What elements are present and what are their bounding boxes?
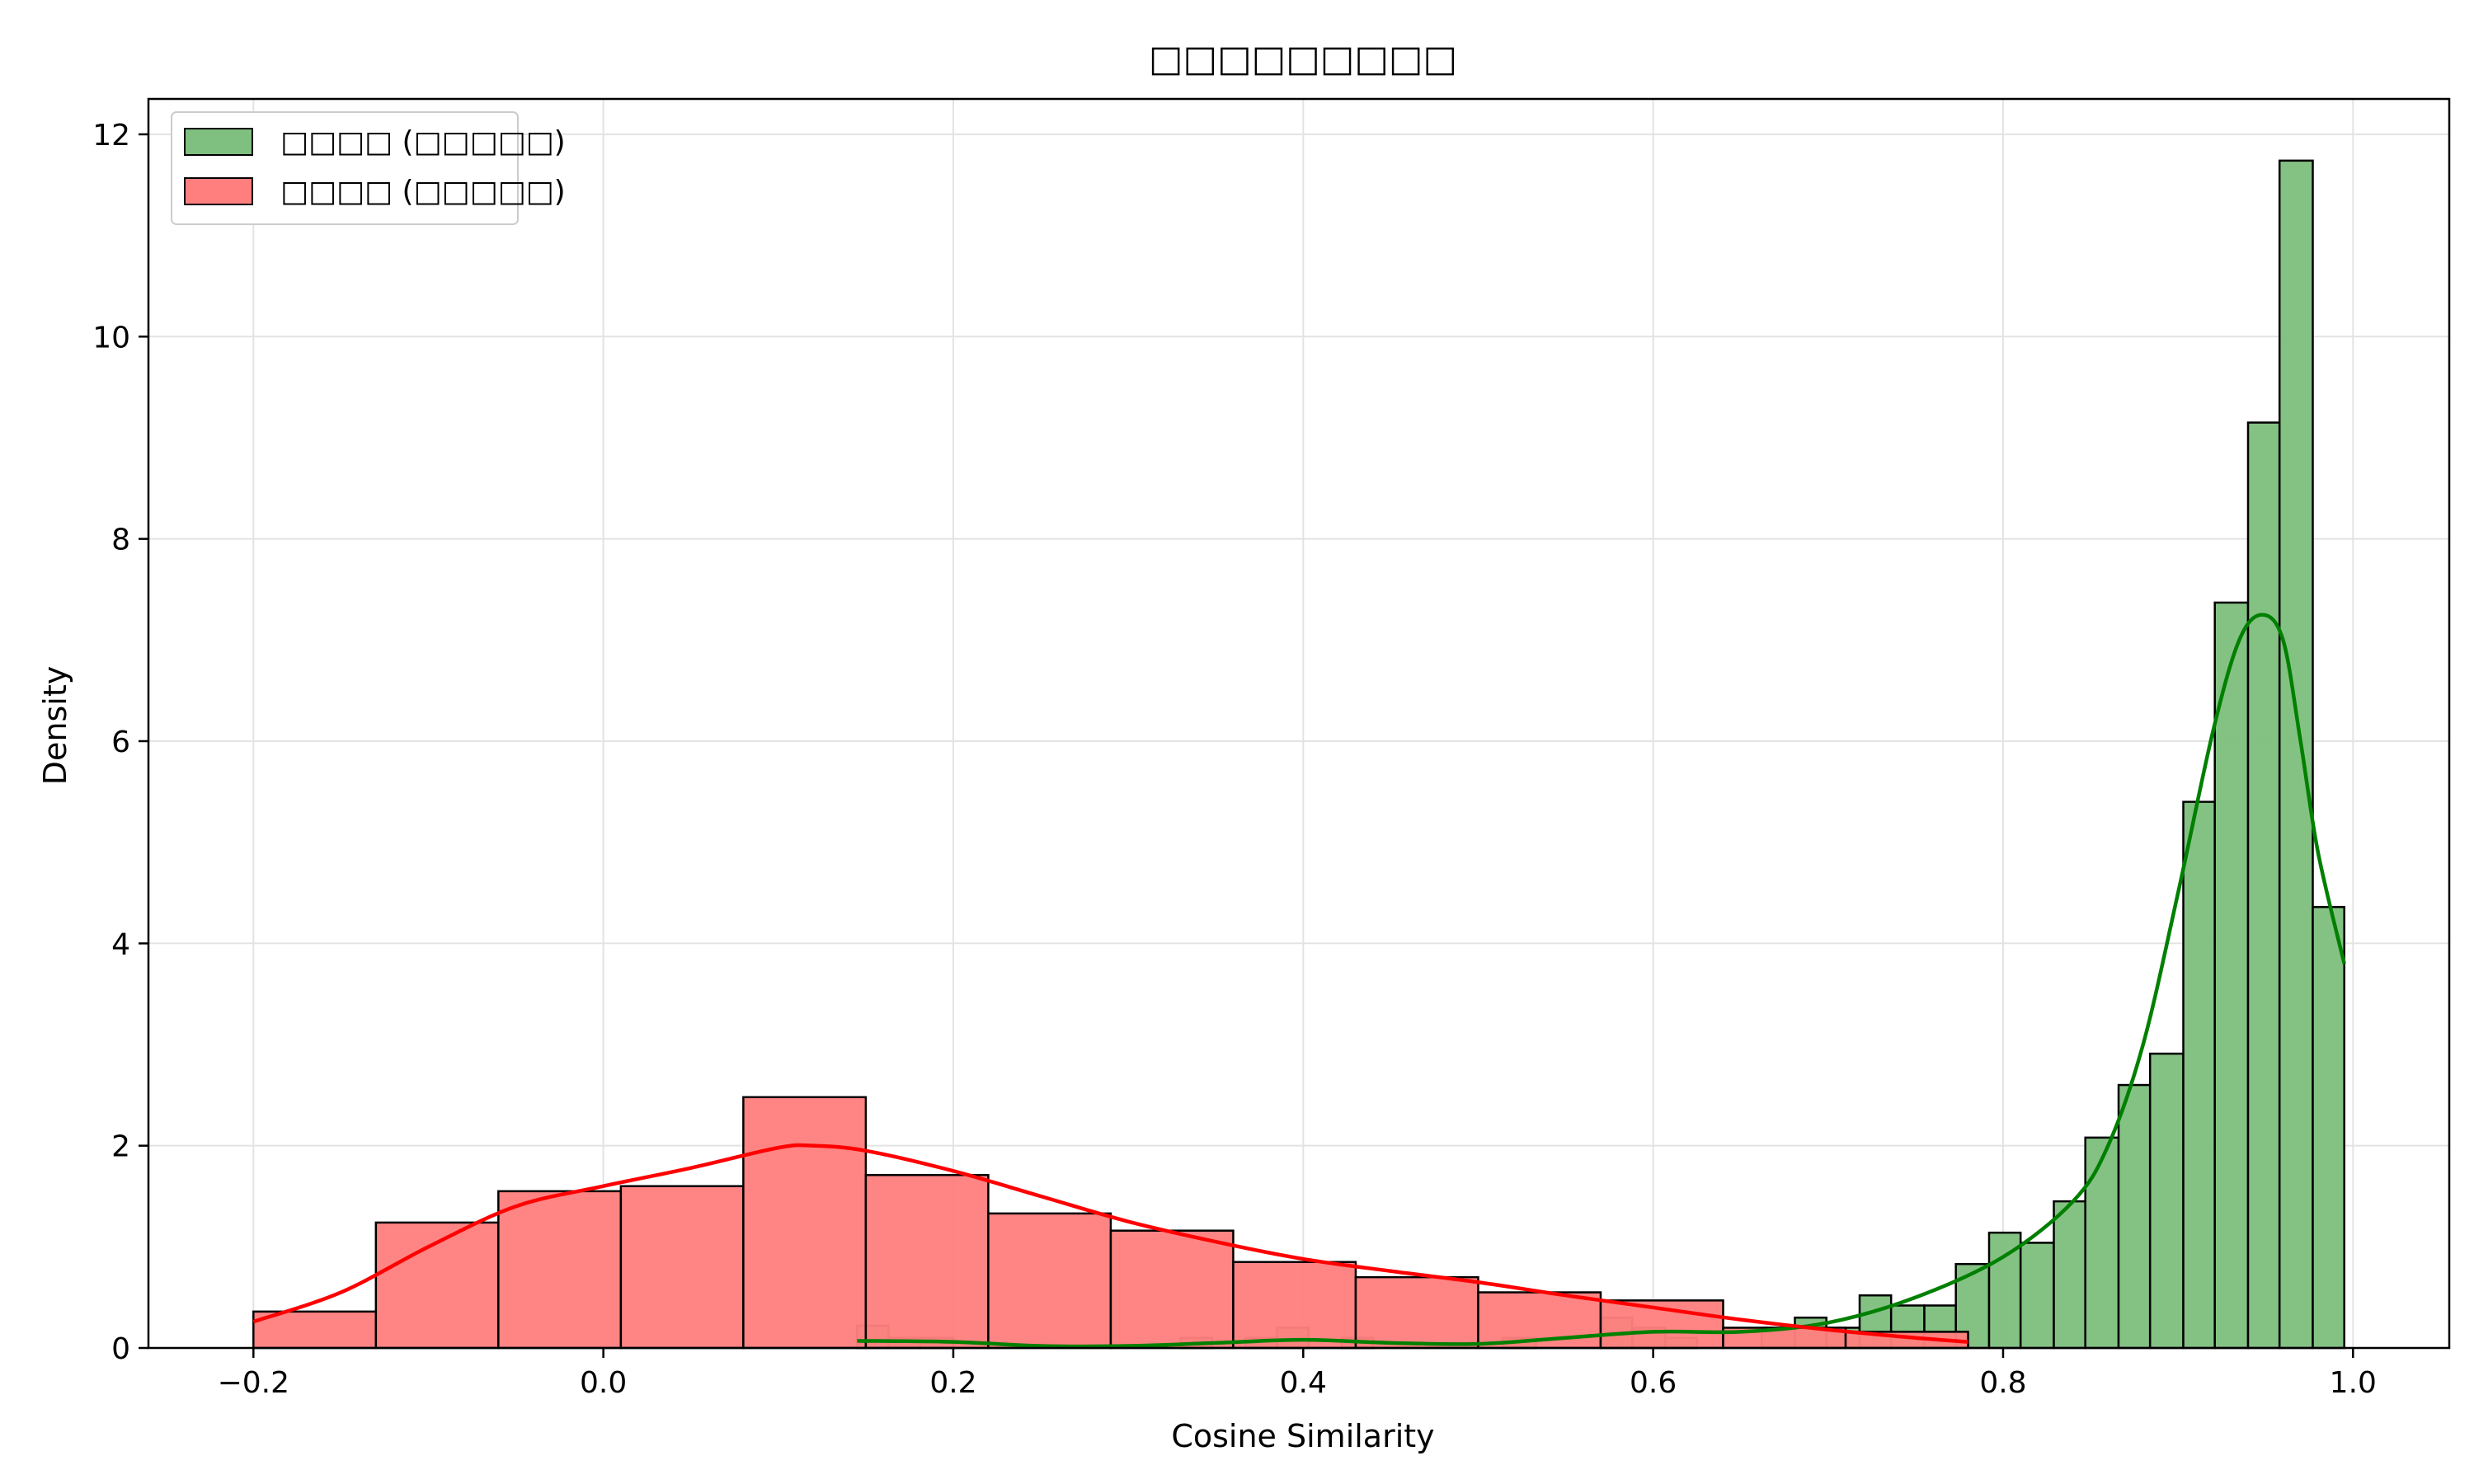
x-axis-ticks: −0.2 0.0 0.2 0.4 0.6 0.8 1.0: [218, 1348, 2377, 1400]
similar-bar: [2213, 601, 2250, 1350]
legend-box: [171, 111, 519, 225]
y-tick-label: 12: [92, 119, 130, 153]
similar-bar: [2148, 1052, 2185, 1350]
x-tick-label: 0.0: [580, 1366, 627, 1400]
dissimilar-bar: [1109, 1229, 1235, 1350]
x-tick-label: 0.6: [1630, 1366, 1677, 1400]
x-tick-label: 1.0: [2330, 1366, 2377, 1400]
dissimilar-bar: [497, 1190, 623, 1350]
dissimilar-bar: [619, 1185, 745, 1350]
x-tick-label: 0.4: [1280, 1366, 1327, 1400]
legend-label-similar: □□□□ (□□□□□): [280, 125, 566, 159]
legend-swatch-dissimilar: [184, 177, 253, 205]
y-tick-label: 2: [111, 1130, 130, 1164]
dissimilar-kde-line: [252, 1143, 1968, 1344]
plot-frame: [147, 97, 2451, 1350]
y-tick-label: 4: [111, 928, 130, 961]
y-tick-label: 10: [92, 321, 130, 355]
legend-swatch-similar: [184, 128, 253, 156]
x-tick-label: 0.2: [929, 1366, 976, 1400]
histogram-bars: [252, 159, 2345, 1350]
similar-bar: [2246, 421, 2281, 1350]
dissimilar-bar: [1232, 1261, 1357, 1350]
similar-kde-line: [857, 613, 2346, 1349]
x-tick-label: −0.2: [218, 1366, 289, 1400]
dissimilar-bar: [864, 1173, 990, 1350]
y-tick-label: 6: [111, 726, 130, 759]
similar-bar: [2084, 1136, 2120, 1350]
legend-label-dissimilar: □□□□ (□□□□□): [280, 175, 566, 209]
y-tick-label: 8: [111, 524, 130, 557]
legend: □□□□ (□□□□□) □□□□ (□□□□□): [171, 111, 566, 225]
dissimilar-bar: [987, 1212, 1112, 1350]
x-axis-label: Cosine Similarity: [1171, 1418, 1434, 1454]
x-tick-label: 0.8: [1979, 1366, 2026, 1400]
similar-bar: [2312, 905, 2345, 1350]
similar-bar: [2117, 1083, 2152, 1350]
chart-title: □□□□□□□□□: [1149, 38, 1457, 80]
y-axis-ticks: 0 2 4 6 8 10 12: [92, 119, 148, 1366]
dissimilar-bar: [1354, 1275, 1479, 1350]
similar-bar: [2278, 159, 2314, 1350]
y-tick-label: 0: [111, 1332, 130, 1366]
similar-bar: [2053, 1200, 2086, 1350]
y-axis-label: Density: [37, 666, 73, 785]
kde-curves: [252, 613, 2346, 1349]
similar-bar: [2182, 801, 2216, 1350]
dissimilar-bar: [742, 1096, 868, 1350]
similar-bar: [2019, 1242, 2055, 1350]
